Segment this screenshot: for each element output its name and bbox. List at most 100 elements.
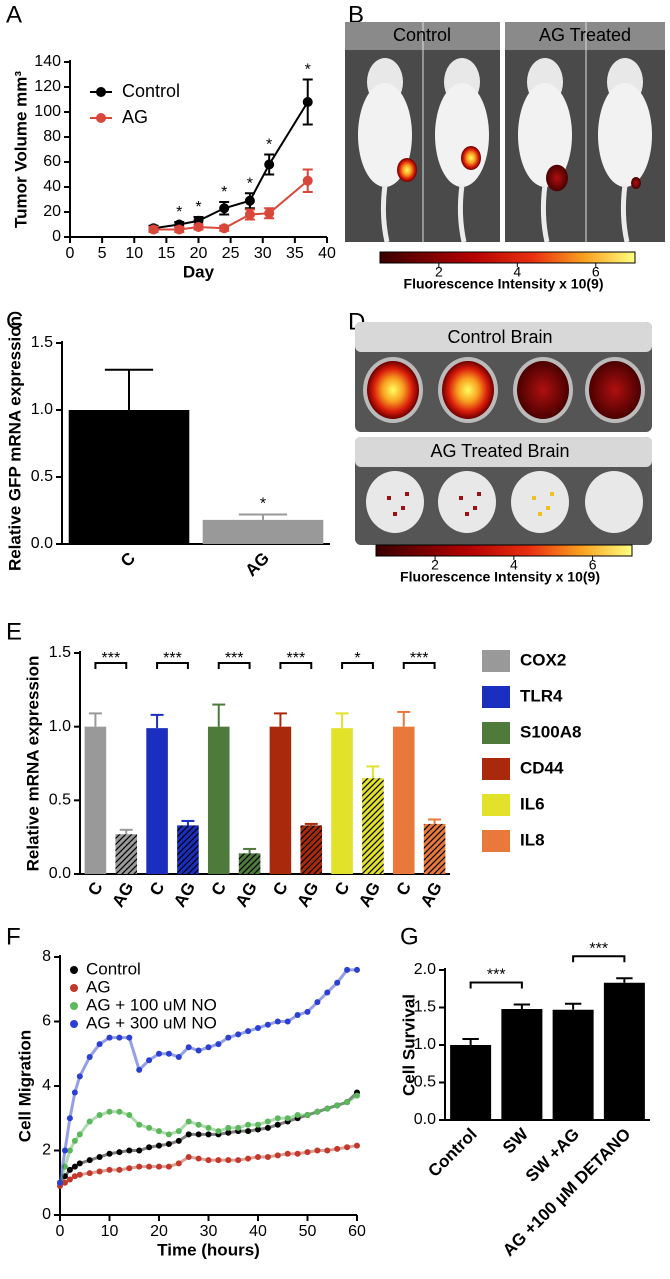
y-tick-label: 0.5 — [49, 792, 71, 809]
image-label: Control Brain — [447, 327, 552, 347]
point — [185, 1118, 192, 1125]
point — [61, 1147, 68, 1154]
bar — [552, 1009, 594, 1120]
photo-top — [355, 437, 652, 467]
point — [195, 1155, 202, 1162]
colorbar-label: Fluorescence Intensity x 10(9) — [400, 569, 600, 585]
legend-label: S100A8 — [520, 722, 581, 741]
point — [235, 1157, 242, 1164]
mouse-tail — [380, 184, 390, 243]
brain — [366, 471, 424, 533]
x-tick-label: C — [208, 879, 231, 899]
tumor-signal — [461, 146, 481, 170]
mouse-tail — [540, 184, 550, 243]
point — [66, 1115, 73, 1122]
point — [344, 966, 351, 973]
y-tick-label: 1.0 — [31, 401, 53, 418]
point — [136, 1147, 143, 1154]
point — [304, 1112, 311, 1119]
y-tick-label: 80 — [43, 128, 61, 145]
point — [284, 1150, 291, 1157]
significance: *** — [163, 650, 182, 667]
point — [165, 1163, 172, 1170]
point — [61, 1179, 68, 1186]
mouse-tail — [620, 184, 630, 243]
point — [71, 1173, 78, 1180]
y-tick-label: 1.0 — [49, 718, 71, 735]
legend-label: CD44 — [520, 758, 564, 777]
point — [96, 1168, 103, 1175]
colorbar-label: Fluorescence Intensity x 10(9) — [404, 276, 604, 292]
x-tick-label: AG — [242, 549, 273, 580]
point — [146, 1124, 153, 1131]
y-tick-label: 1.0 — [414, 1036, 436, 1053]
point — [205, 1157, 212, 1164]
point — [274, 1018, 281, 1025]
point — [274, 1121, 281, 1128]
point — [344, 1144, 351, 1151]
x-tick-label: 20 — [190, 245, 208, 262]
y-axis-label: Cell Migration — [15, 1030, 34, 1142]
point — [264, 1124, 271, 1131]
mouse-body — [435, 83, 489, 187]
panel-letter: F — [6, 923, 21, 950]
panel-letter: G — [400, 923, 419, 950]
point — [156, 1163, 162, 1170]
y-axis-label: Cell Survival — [399, 994, 418, 1096]
y-tick-label: 1.5 — [31, 334, 53, 351]
x-tick-label: 40 — [249, 1223, 267, 1240]
y-tick-label: 1.5 — [49, 644, 71, 661]
point — [219, 223, 230, 234]
point — [274, 1152, 281, 1159]
image-label: AG Treated — [539, 25, 631, 45]
point — [245, 1121, 252, 1128]
point — [116, 1149, 123, 1156]
y-tick-label: 4 — [42, 1077, 51, 1094]
point — [274, 1115, 281, 1122]
significance: * — [221, 184, 227, 201]
point — [354, 966, 360, 973]
legend-label: IL6 — [520, 794, 545, 813]
x-axis-label: Time (hours) — [157, 1240, 260, 1259]
brain-signal — [550, 492, 554, 496]
point — [302, 175, 313, 186]
brain-signal — [473, 506, 477, 510]
point — [71, 1163, 78, 1170]
bar — [68, 410, 190, 544]
point — [264, 208, 275, 219]
legend-swatch — [482, 722, 510, 744]
point — [86, 1170, 93, 1177]
mouse-tail — [457, 184, 467, 243]
point — [136, 1163, 143, 1170]
point — [146, 1144, 153, 1151]
legend-marker — [96, 113, 106, 123]
point — [215, 1157, 222, 1164]
point — [66, 1166, 73, 1173]
y-axis-label: Relative mRNA expression — [23, 656, 42, 872]
legend-label: AG — [86, 977, 111, 996]
y-tick-label: 20 — [43, 203, 61, 220]
x-tick-label: C — [331, 879, 354, 899]
bar — [331, 728, 353, 874]
point — [86, 1053, 93, 1060]
point — [86, 1157, 93, 1164]
legend-label: Control — [86, 959, 141, 978]
point — [264, 1153, 271, 1160]
point — [205, 1124, 212, 1131]
point — [106, 1108, 113, 1115]
y-tick-label: 0 — [42, 1206, 51, 1223]
x-tick-label: AG — [170, 879, 199, 911]
point — [245, 1128, 252, 1135]
legend-label: IL8 — [520, 830, 545, 849]
point — [165, 1141, 172, 1148]
colorbar-tick-label: 2 — [435, 264, 443, 280]
legend-swatch — [482, 650, 510, 672]
point — [175, 1160, 182, 1167]
y-tick-label: 120 — [34, 78, 61, 95]
brain-signal — [517, 361, 569, 419]
point — [304, 1149, 311, 1156]
x-tick-label: 20 — [150, 1223, 168, 1240]
significance: *** — [286, 650, 305, 667]
